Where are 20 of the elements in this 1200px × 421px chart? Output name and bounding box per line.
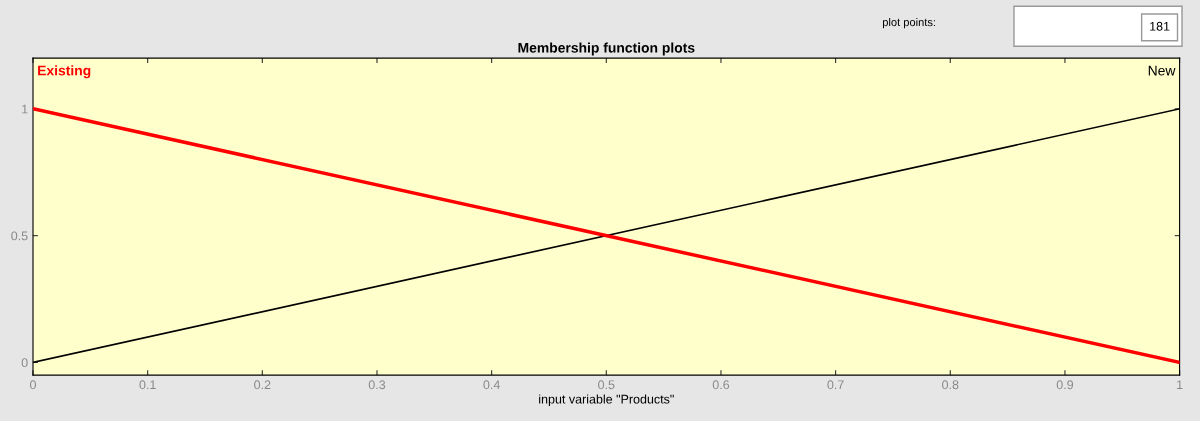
chart-title: Membership function plots xyxy=(518,42,695,56)
x-tick-label: 1 xyxy=(1177,380,1183,390)
x-tick-label: 0.2 xyxy=(254,380,271,390)
text: New xyxy=(1148,65,1176,76)
y-tick-label: 0.5 xyxy=(11,231,28,241)
x-tick-label: 0.7 xyxy=(827,380,844,390)
text: plot points: xyxy=(882,17,935,29)
x-tick-label: 0.1 xyxy=(139,380,156,390)
x-tick-label: 0.8 xyxy=(942,380,959,390)
y-tick-label: 1 xyxy=(22,104,28,114)
text: Existing xyxy=(38,65,91,79)
x-tick-label: 0.3 xyxy=(368,380,386,390)
y-tick-label: 0 xyxy=(21,358,28,368)
x-tick-label: 0.9 xyxy=(1056,380,1074,390)
x-tick-label: 0 xyxy=(30,380,36,390)
x-tick-label: 0.5 xyxy=(598,380,615,390)
x-tick-label: 0.6 xyxy=(712,380,730,390)
x-tick-label: 0.4 xyxy=(483,380,500,390)
text: 181 xyxy=(1150,21,1170,31)
x-axis-title: input variable "Products" xyxy=(539,394,674,407)
